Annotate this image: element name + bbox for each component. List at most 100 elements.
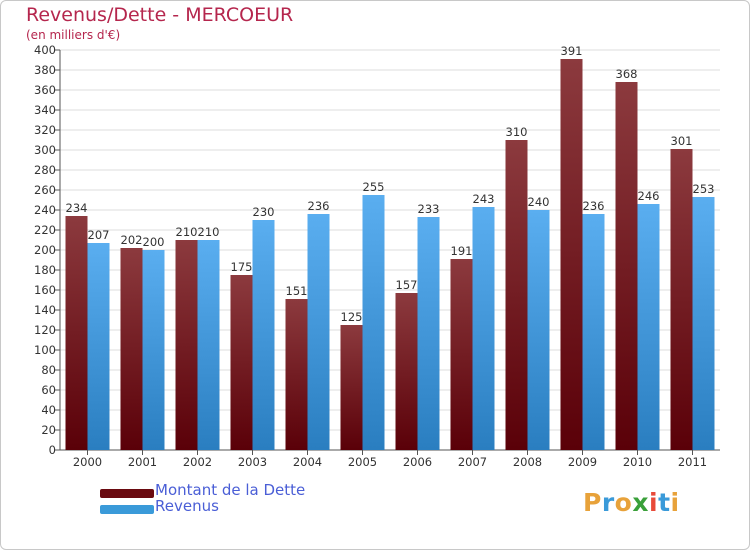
y-tick-label: 400 — [34, 43, 56, 57]
bar-dette — [670, 149, 693, 450]
x-tick-label: 2011 — [678, 455, 707, 469]
bar-dette — [395, 293, 418, 450]
y-tick-label: 360 — [34, 83, 56, 97]
bar-dette — [285, 299, 308, 450]
y-tick-label: 260 — [34, 183, 56, 197]
bar-dette — [340, 325, 363, 450]
data-label-dette: 175 — [231, 260, 253, 274]
y-tick-label: 240 — [34, 203, 56, 217]
y-tick-label: 80 — [41, 363, 56, 377]
gridlines — [60, 49, 720, 431]
logo-letter: x — [632, 488, 649, 517]
axes: 0 20 40 60 80 100 120 140 160 180 200 220 240 260 280 3… — [34, 43, 720, 469]
y-tick-label: 180 — [34, 263, 56, 277]
bar-dette — [175, 240, 198, 450]
x-tick-label: 2008 — [513, 455, 542, 469]
data-label-dette: 234 — [66, 201, 88, 215]
data-label-revenus: 233 — [418, 202, 440, 216]
y-tick-label: 100 — [34, 343, 56, 357]
logo-letter: P — [583, 488, 602, 517]
bar-revenus — [197, 240, 220, 450]
bar-revenus — [252, 220, 275, 450]
y-tick-label: 200 — [34, 243, 56, 257]
y-tick-label: 160 — [34, 283, 56, 297]
legend-swatch-revenus — [100, 505, 154, 514]
bar-revenus — [582, 214, 605, 450]
bar-dette — [65, 216, 88, 450]
y-tick-label: 60 — [41, 383, 56, 397]
x-tick-label: 2002 — [183, 455, 212, 469]
y-tick-label: 380 — [34, 63, 56, 77]
bar-revenus — [142, 250, 165, 450]
data-label-revenus: 240 — [528, 195, 550, 209]
x-tick-label: 2001 — [128, 455, 157, 469]
bar-revenus — [472, 207, 495, 450]
logo-letter: r — [601, 488, 615, 517]
bar-dette — [615, 82, 638, 450]
data-label-revenus: 253 — [693, 182, 715, 196]
bar-revenus — [527, 210, 550, 450]
y-tick-label: 40 — [41, 403, 56, 417]
bar-revenus — [307, 214, 330, 450]
chart-subtitle: (en milliers d'€) — [26, 28, 121, 42]
data-label-revenus: 255 — [363, 180, 385, 194]
x-tick-label: 2004 — [293, 455, 322, 469]
data-label-revenus: 236 — [308, 199, 330, 213]
y-tick-label: 120 — [34, 323, 56, 337]
y-tick-label: 140 — [34, 303, 56, 317]
data-label-dette: 157 — [396, 278, 418, 292]
y-tick-label: 320 — [34, 123, 56, 137]
data-label-revenus: 243 — [473, 192, 495, 206]
bar-dette — [120, 248, 143, 450]
x-tick-label: 2003 — [238, 455, 267, 469]
data-label-revenus: 236 — [583, 199, 605, 213]
data-label-dette: 202 — [121, 233, 143, 247]
legend-swatch-dette — [100, 489, 154, 498]
y-tick-label: 280 — [34, 163, 56, 177]
data-label-dette: 391 — [561, 44, 583, 58]
data-label-dette: 301 — [671, 134, 693, 148]
bar-revenus — [417, 217, 440, 450]
logo-letter: o — [614, 488, 633, 517]
data-label-dette: 310 — [506, 125, 528, 139]
data-label-revenus: 207 — [88, 228, 110, 242]
data-label-dette: 191 — [451, 244, 473, 258]
x-tick-label: 2005 — [348, 455, 377, 469]
bar-revenus — [362, 195, 385, 450]
x-tick-label: 2009 — [568, 455, 597, 469]
logo-letter: i — [649, 488, 659, 517]
data-label-dette: 151 — [286, 284, 308, 298]
bar-dette — [560, 59, 583, 450]
bar-dette — [230, 275, 253, 450]
bar-revenus — [87, 243, 110, 450]
bar-revenus — [637, 204, 660, 450]
data-label-revenus: 210 — [198, 225, 220, 239]
y-tick-label: 0 — [49, 443, 56, 457]
y-tick-label: 340 — [34, 103, 56, 117]
data-label-revenus: 200 — [143, 235, 165, 249]
x-tick-label: 2010 — [623, 455, 652, 469]
logo-letter: i — [670, 488, 680, 517]
logo-letter: t — [658, 488, 671, 517]
chart-title: Revenus/Dette - MERCOEUR — [26, 4, 294, 26]
y-tick-label: 20 — [41, 423, 56, 437]
data-label-dette: 125 — [341, 310, 363, 324]
data-label-revenus: 246 — [638, 189, 660, 203]
bar-dette — [505, 140, 528, 450]
bar-revenus — [692, 197, 715, 450]
x-tick-label: 2007 — [458, 455, 487, 469]
legend-label-dette: Montant de la Dette — [155, 481, 306, 499]
legend-label-revenus: Revenus — [155, 497, 219, 515]
y-tick-label: 220 — [34, 223, 56, 237]
data-label-revenus: 230 — [253, 205, 275, 219]
data-label-dette: 210 — [176, 225, 198, 239]
x-tick-label: 2006 — [403, 455, 432, 469]
data-label-dette: 368 — [616, 67, 638, 81]
y-tick-label: 300 — [34, 143, 56, 157]
bar-dette — [450, 259, 473, 450]
bars — [65, 59, 715, 450]
proxiti-logo: Proxiti — [583, 488, 680, 517]
x-tick-label: 2000 — [73, 455, 102, 469]
